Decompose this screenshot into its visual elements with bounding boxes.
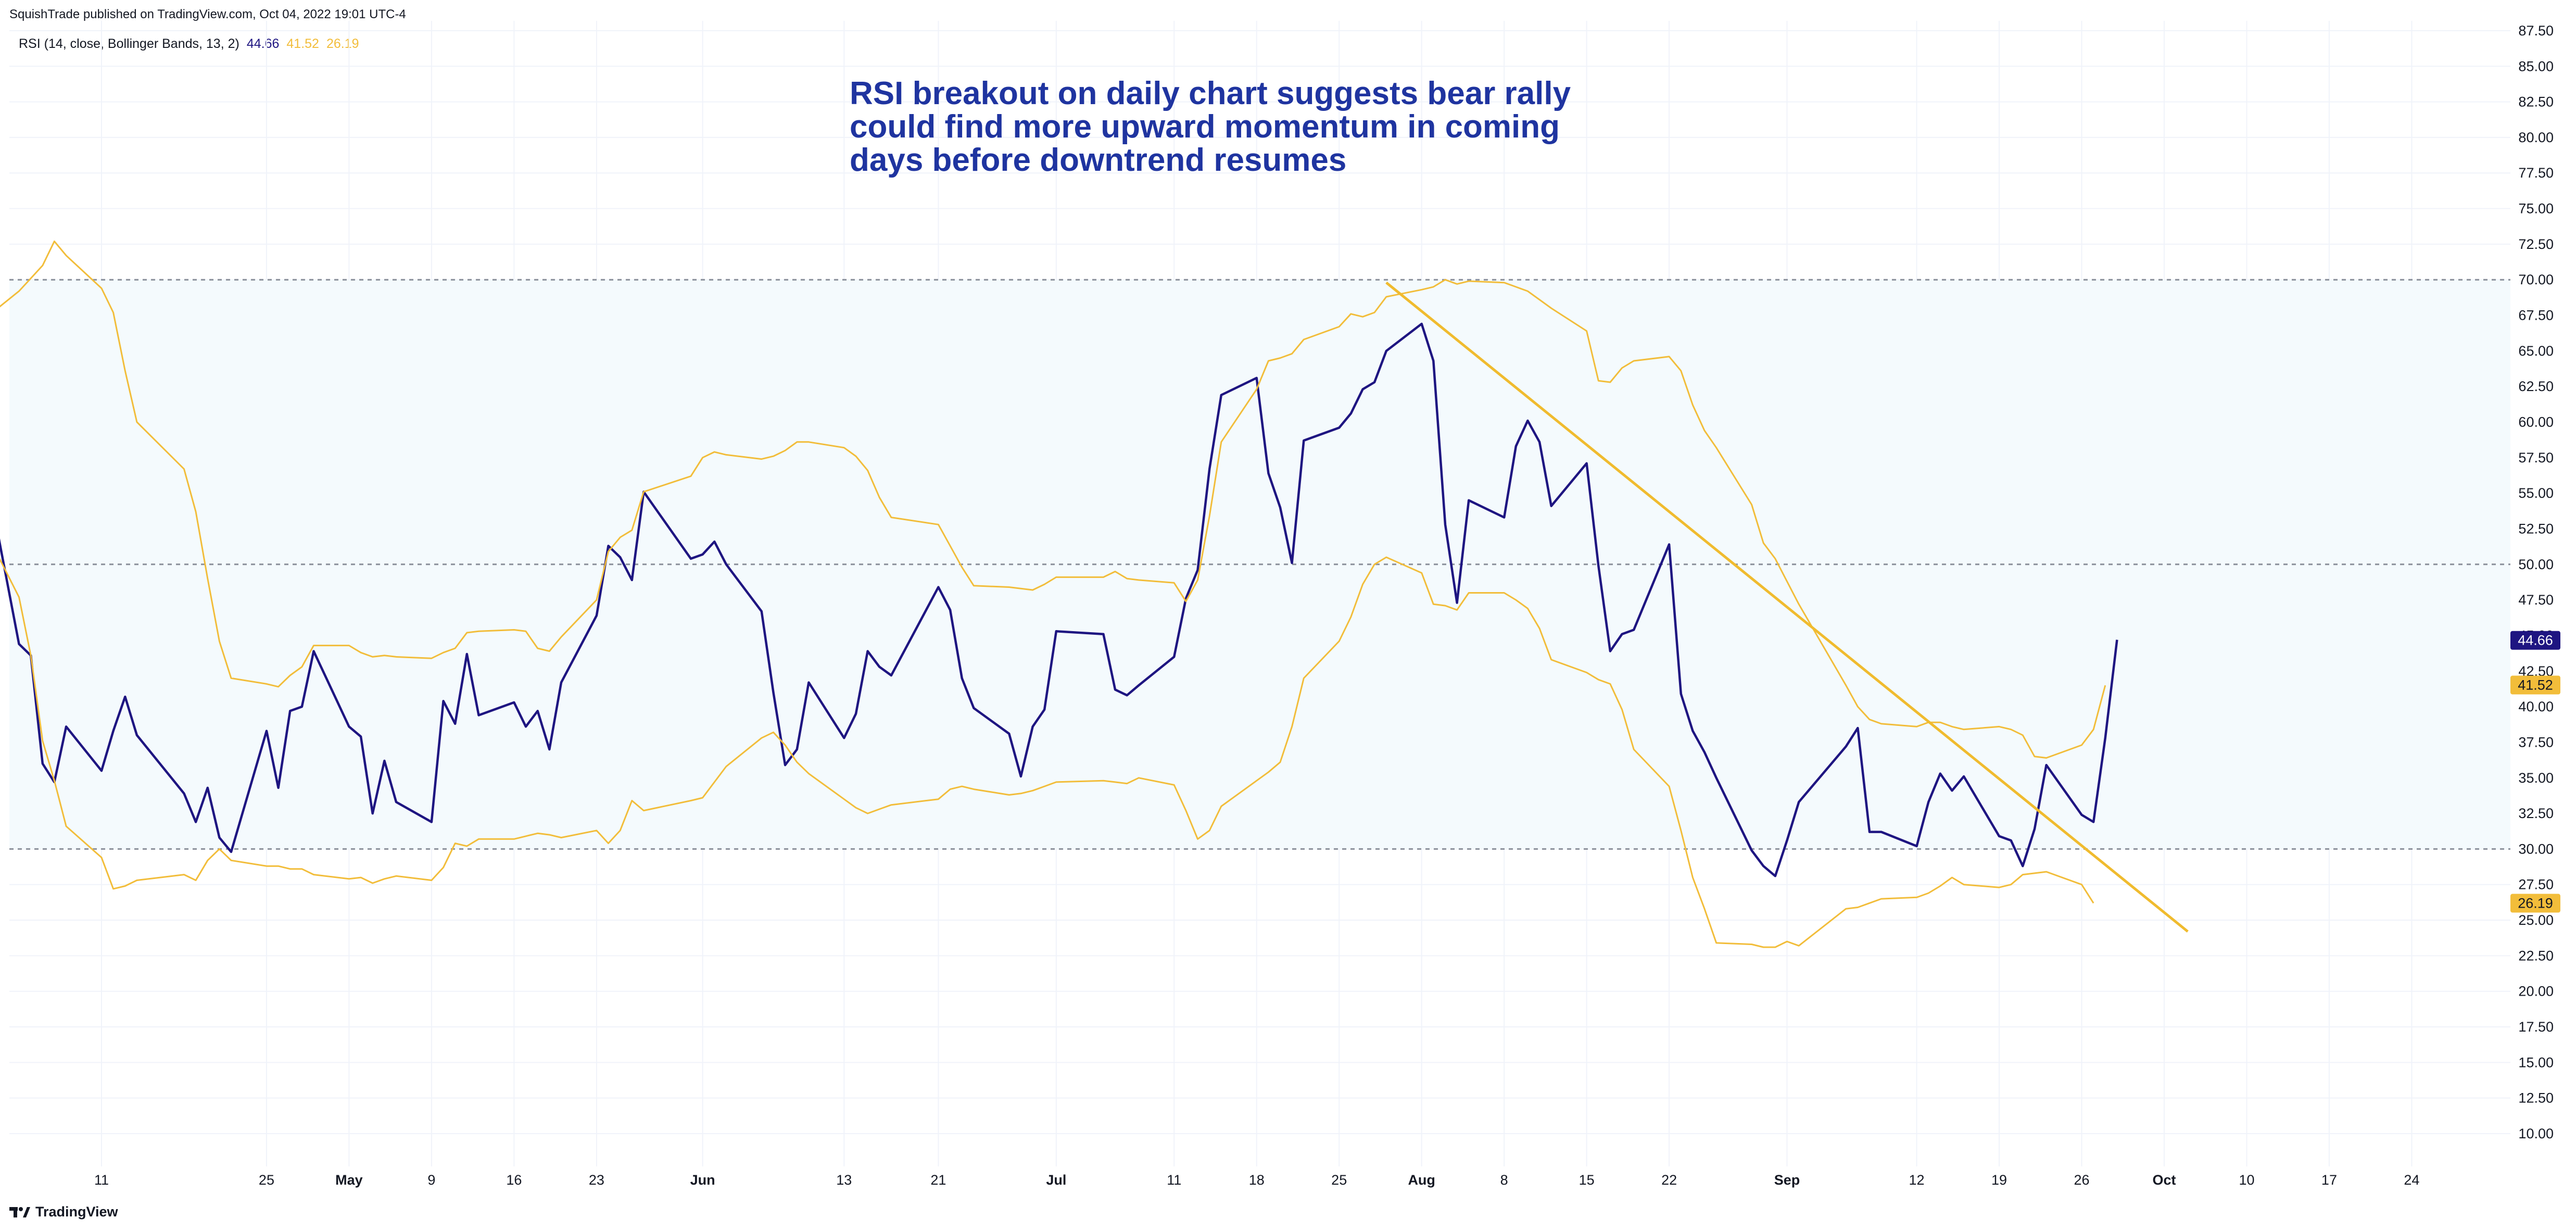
lower-band-line	[0, 556, 2094, 948]
x-tick-label: 15	[1579, 1172, 1595, 1188]
y-tick-label: 67.50	[2518, 308, 2554, 323]
annotation-line: RSI breakout on daily chart suggests bea…	[850, 76, 1571, 111]
x-tick-label: 13	[836, 1172, 852, 1188]
x-tick-label: 21	[930, 1172, 946, 1188]
x-tick-label: 17	[2321, 1172, 2337, 1188]
y-tick-label: 55.00	[2518, 485, 2554, 501]
y-tick-label: 17.50	[2518, 1019, 2554, 1035]
annotation-line: days before downtrend resumes	[850, 142, 1347, 178]
y-tick-label: 30.00	[2518, 841, 2554, 857]
y-tick-label: 62.50	[2518, 379, 2554, 394]
lower-value-tag: 26.19	[2510, 894, 2560, 913]
x-tick-label: 19	[1991, 1172, 2007, 1188]
publisher-meta: SquishTrade published on TradingView.com…	[9, 7, 406, 21]
y-tick-label: 77.50	[2518, 165, 2554, 181]
y-tick-label: 75.00	[2518, 201, 2554, 217]
rsi-value: 44.66	[246, 36, 280, 51]
brand-name: TradingView	[35, 1204, 118, 1220]
y-tick-label: 47.50	[2518, 592, 2554, 608]
x-tick-label: 24	[2404, 1172, 2419, 1188]
x-tick-label: 23	[589, 1172, 604, 1188]
tradingview-logo[interactable]: TradingView	[9, 1204, 118, 1220]
rsi-line	[0, 322, 2118, 877]
upper-band-line	[0, 240, 2106, 759]
y-axis[interactable]: 87.50 85.00 82.50 80.00 77.50 75.00 72.50 70.00…	[2518, 23, 2554, 1141]
y-tick-label: 85.00	[2518, 58, 2554, 74]
x-tick-label: 10	[2239, 1172, 2254, 1188]
lower-band-value: 26.19	[326, 36, 359, 51]
y-tick-label: 20.00	[2518, 984, 2554, 999]
y-tick-label: 80.00	[2518, 130, 2554, 145]
level-lines	[9, 279, 2510, 850]
y-tick-label: 37.50	[2518, 734, 2554, 750]
value-tag-box	[2510, 631, 2560, 650]
x-tick-label: May	[335, 1172, 363, 1188]
y-tick-label: 15.00	[2518, 1054, 2554, 1070]
value-tag-box	[2510, 675, 2560, 695]
value-tag-text: 26.19	[2518, 896, 2553, 911]
x-axis[interactable]: 11 25 May 9 16 23 Jun 13 21 Jul 11 18 25 Aug 8 15 22 Sep 1…	[94, 1172, 2419, 1188]
x-tick-label: 22	[1661, 1172, 1677, 1188]
rsi-value-tag: 44.66	[2510, 631, 2560, 650]
tradingview-icon	[9, 1207, 30, 1217]
x-tick-label: 16	[506, 1172, 522, 1188]
y-tick-label: 70.00	[2518, 272, 2554, 287]
x-tick-label: Oct	[2152, 1172, 2176, 1188]
y-tick-label: 25.00	[2518, 912, 2554, 928]
y-tick-label: 12.50	[2518, 1090, 2554, 1106]
y-tick-label: 82.50	[2518, 94, 2554, 110]
indicator-label: RSI (14, close, Bollinger Bands, 13, 2)	[19, 36, 239, 51]
y-tick-label: 50.00	[2518, 557, 2554, 572]
y-tick-label: 27.50	[2518, 877, 2554, 893]
series-lines	[0, 240, 2118, 948]
y-tick-label: 65.00	[2518, 343, 2554, 359]
y-tick-label: 22.50	[2518, 948, 2554, 963]
y-tick-label: 52.50	[2518, 521, 2554, 536]
y-tick-label: 60.00	[2518, 414, 2554, 430]
indicator-legend[interactable]: RSI (14, close, Bollinger Bands, 13, 2) 4…	[19, 36, 359, 52]
y-tick-label: 10.00	[2518, 1126, 2554, 1141]
x-tick-label: 8	[1500, 1172, 1508, 1188]
x-tick-label: 11	[94, 1172, 109, 1188]
annotation-line: could find more upward momentum in comin…	[850, 109, 1560, 145]
x-tick-label: 12	[1909, 1172, 1925, 1188]
x-tick-label: Sep	[1774, 1172, 1800, 1188]
y-tick-label: 32.50	[2518, 806, 2554, 821]
x-tick-label: 9	[427, 1172, 435, 1188]
chart-annotation[interactable]: RSI breakout on daily chart suggests bea…	[850, 77, 1787, 177]
value-tag-text: 44.66	[2518, 633, 2553, 648]
value-tag-text: 41.52	[2518, 677, 2553, 693]
y-tick-label: 35.00	[2518, 770, 2554, 786]
x-tick-label: Aug	[1408, 1172, 1435, 1188]
trendline[interactable]	[1385, 281, 2189, 933]
x-tick-label: 11	[1167, 1172, 1181, 1188]
y-tick-label: 72.50	[2518, 236, 2554, 252]
value-tags: 44.66 41.52 26.19	[2510, 631, 2560, 913]
x-tick-label: 25	[259, 1172, 274, 1188]
x-tick-label: 18	[1249, 1172, 1265, 1188]
y-tick-label: 57.50	[2518, 450, 2554, 466]
y-tick-label: 40.00	[2518, 699, 2554, 714]
x-tick-label: Jun	[690, 1172, 715, 1188]
value-tag-box	[2510, 894, 2560, 913]
x-tick-label: 25	[1331, 1172, 1347, 1188]
x-tick-label: Jul	[1046, 1172, 1066, 1188]
upper-value-tag: 41.52	[2510, 675, 2560, 695]
y-tick-label: 87.50	[2518, 23, 2554, 39]
x-tick-label: 26	[2074, 1172, 2089, 1188]
upper-band-value: 41.52	[286, 36, 319, 51]
